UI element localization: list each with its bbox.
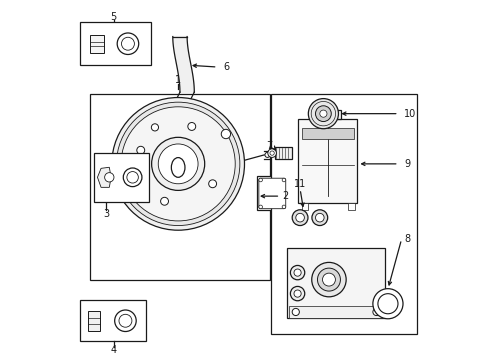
Text: 6: 6 [223,62,229,72]
Circle shape [112,98,244,230]
Bar [298,119,357,203]
Circle shape [151,124,158,131]
Circle shape [282,178,285,182]
Circle shape [377,294,397,314]
Circle shape [264,152,269,157]
Circle shape [315,213,324,222]
Circle shape [104,173,114,182]
FancyBboxPatch shape [258,178,285,209]
Circle shape [119,314,132,327]
Circle shape [310,102,335,126]
Circle shape [115,310,136,332]
Circle shape [208,180,216,188]
Circle shape [308,99,338,129]
Bar [274,147,292,159]
Bar [257,176,287,211]
Circle shape [269,151,274,155]
Circle shape [372,309,379,316]
Circle shape [123,168,142,186]
Circle shape [282,205,285,209]
Circle shape [117,33,139,54]
Circle shape [317,268,340,291]
Circle shape [293,290,301,297]
Text: 2: 2 [282,191,288,201]
Circle shape [221,129,230,139]
Circle shape [311,210,327,226]
Circle shape [137,146,144,154]
Bar [90,94,269,280]
Circle shape [258,205,262,209]
Bar [80,300,145,341]
Bar [80,22,151,65]
Text: 5: 5 [110,12,117,22]
Circle shape [121,37,134,50]
Bar [286,248,385,318]
Circle shape [160,197,168,205]
Circle shape [322,273,335,286]
Text: 3: 3 [103,209,109,219]
Text: 7: 7 [265,141,272,151]
Bar [314,110,341,119]
Text: 1: 1 [175,75,181,85]
Circle shape [121,107,235,221]
Circle shape [293,269,301,276]
Bar [301,203,308,210]
Circle shape [311,262,346,297]
Text: 10: 10 [403,109,415,119]
Bar [90,36,104,53]
Circle shape [290,265,304,280]
Bar [271,94,416,334]
Polygon shape [97,167,111,187]
Circle shape [116,102,240,226]
Circle shape [319,110,326,117]
Circle shape [258,178,262,182]
Text: 4: 4 [110,345,117,355]
Circle shape [126,172,138,183]
Polygon shape [172,37,194,92]
Bar [288,306,383,318]
Circle shape [372,289,402,319]
Circle shape [290,287,304,301]
Circle shape [151,137,204,190]
Circle shape [267,149,276,157]
Text: 9: 9 [403,159,409,169]
Bar [348,203,354,210]
Text: 8: 8 [403,234,409,244]
Bar [88,311,100,331]
Bar [301,128,353,139]
Circle shape [295,213,304,222]
Text: 11: 11 [293,179,305,189]
Circle shape [292,309,299,316]
Bar [94,153,149,202]
Ellipse shape [171,158,184,177]
Circle shape [158,144,198,184]
Circle shape [187,122,195,130]
Circle shape [315,106,330,122]
Circle shape [292,210,307,226]
